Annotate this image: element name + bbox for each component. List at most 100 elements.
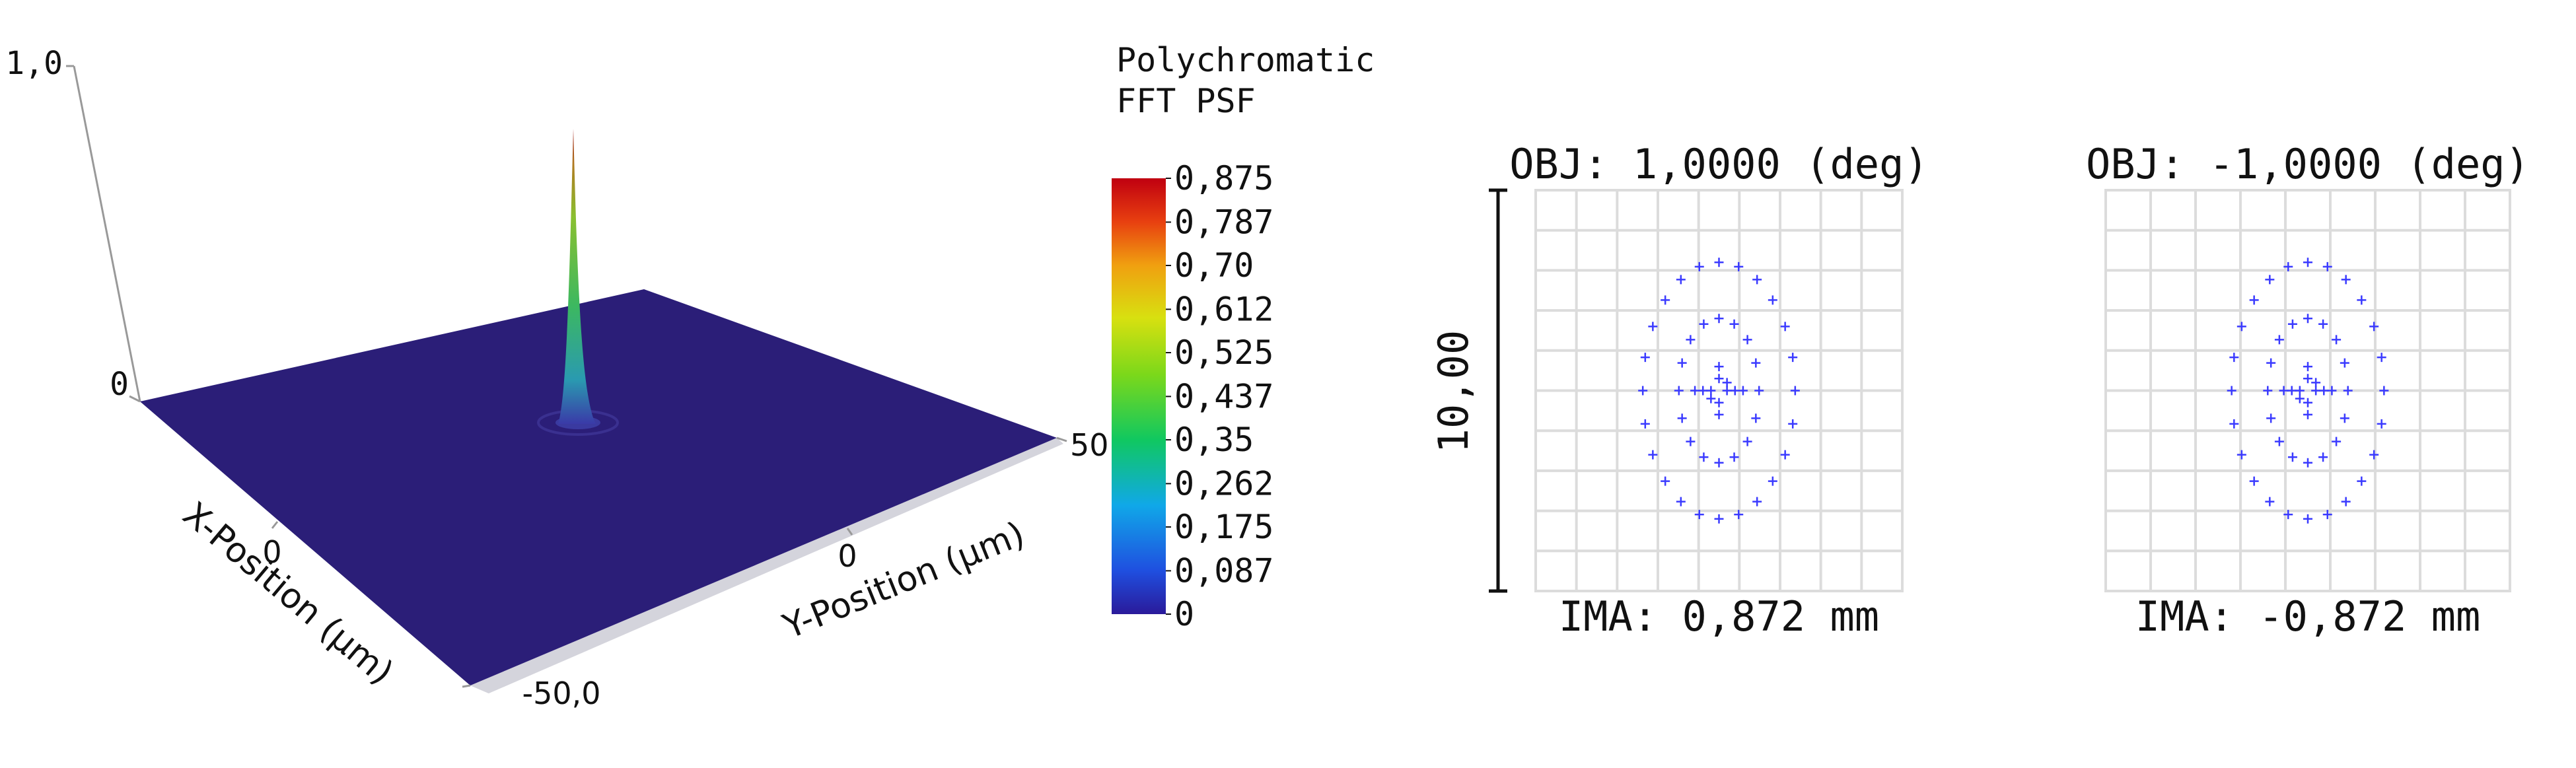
x-tick-label: -50,0 — [522, 676, 600, 711]
spot-point — [1738, 386, 1748, 396]
spot-point — [2287, 386, 2297, 396]
colorbar-tick-label: 0,35 — [1174, 421, 1254, 459]
colorbar-tick-label: 0,875 — [1174, 159, 1274, 197]
spot-point — [2263, 386, 2273, 396]
spot-point — [1780, 450, 1790, 460]
spot-point — [2340, 358, 2349, 368]
spot-point — [2229, 419, 2239, 429]
colorbar-tick-label: 0,262 — [1174, 464, 1274, 503]
spot-point — [1734, 262, 1744, 271]
spot-point — [1729, 319, 1739, 329]
spot-point — [2318, 319, 2328, 329]
spot-point — [1648, 450, 1658, 460]
spot-point — [2303, 409, 2312, 419]
spot-point — [2265, 497, 2275, 506]
colorbar-tick-label: 0,175 — [1174, 508, 1274, 546]
colorbar-title: FFT PSF — [1116, 82, 1256, 120]
spot-point — [2236, 322, 2246, 332]
spot-point — [2303, 314, 2312, 324]
spot-point — [2379, 386, 2389, 396]
spot-point — [2327, 386, 2337, 396]
spot-point — [2377, 419, 2386, 429]
z-tick — [129, 395, 141, 403]
spot-point — [1661, 476, 1670, 486]
spot-point — [2283, 510, 2293, 520]
spot-point — [2369, 322, 2379, 332]
spot-point — [1699, 319, 1709, 329]
spot-point — [1640, 419, 1650, 429]
spot-point — [2274, 436, 2284, 446]
x-tick-label: 0 — [262, 534, 281, 570]
spot-point — [2341, 275, 2351, 285]
spot-point — [1648, 322, 1658, 332]
spot-point — [2303, 374, 2312, 384]
spot-point — [1742, 335, 1752, 345]
spot-point — [2287, 452, 2297, 462]
spot-point — [1674, 386, 1684, 396]
colorbar-tick-label: 0,437 — [1174, 377, 1274, 415]
spot-point — [2279, 386, 2289, 396]
spot-point — [1714, 362, 1724, 372]
spot-point — [1714, 409, 1724, 419]
spot-point — [1706, 394, 1716, 403]
spot-diagrams: 10,00 OBJ: 1,0000 (deg)IMA: 0,872 mm OBJ:… — [1429, 140, 2530, 641]
y-tick-label: 0 — [838, 538, 857, 574]
spot-point — [1676, 275, 1686, 285]
spot-point — [1714, 514, 1724, 524]
z-tick-label: 0 — [110, 366, 129, 403]
spot-point — [2318, 452, 2328, 462]
spot-point — [1714, 398, 1724, 407]
spot-point — [1699, 452, 1709, 462]
spot-point — [1677, 358, 1687, 368]
spot-point — [2311, 386, 2321, 396]
spot-point — [1640, 353, 1650, 363]
spot-point — [1742, 436, 1752, 446]
spot-point — [1661, 295, 1670, 305]
spot-point — [1686, 335, 1696, 345]
spot-point — [2227, 386, 2236, 396]
spot-point — [1730, 386, 1740, 396]
x-tick — [271, 521, 279, 529]
spot-point — [1788, 419, 1798, 429]
spot-point — [2295, 386, 2305, 396]
spot-point — [1714, 314, 1724, 324]
psf-plane — [140, 289, 1057, 685]
spot-point — [2322, 510, 2332, 520]
spot-diagram: OBJ: 1,0000 (deg) IMA: 0,872 mm — [1509, 140, 1929, 641]
spot-point — [1768, 295, 1777, 305]
spot-point — [2332, 335, 2342, 345]
z-axis-line — [73, 65, 141, 402]
spot-point — [2303, 458, 2312, 468]
y-tick — [846, 528, 853, 536]
spot-point — [2303, 398, 2312, 407]
spot-point — [1751, 413, 1761, 423]
spot-diagram: OBJ: -1,0000 (deg) IMA: -0,872 mm — [2086, 140, 2530, 641]
spot-point — [2343, 386, 2353, 396]
spot-point — [1694, 262, 1704, 271]
psf-peak — [558, 129, 596, 424]
spot-image-label: IMA: -0,872 mm — [2135, 592, 2481, 641]
colorbar-tick-label: 0,525 — [1174, 333, 1274, 372]
spot-point — [2319, 386, 2329, 396]
spot-point — [2265, 275, 2275, 285]
spot-point — [1698, 386, 1708, 396]
spot-point — [2377, 353, 2386, 363]
spot-point — [2340, 413, 2349, 423]
spot-point — [2303, 258, 2312, 267]
psf-surface-plot: 1,0 0 0 -50,0 X-Position (µm) 0 50 Y-Pos… — [5, 45, 1108, 711]
spot-point — [1677, 413, 1687, 423]
spot-point — [2341, 497, 2351, 506]
spot-point — [1734, 510, 1744, 520]
spot-point — [2332, 436, 2342, 446]
colorbar-tick-label: 0,70 — [1174, 246, 1254, 285]
spot-field-label: OBJ: -1,0000 (deg) — [2086, 140, 2530, 188]
spot-point — [1714, 258, 1724, 267]
spot-point — [2283, 262, 2293, 271]
z-tick-label: 1,0 — [5, 45, 63, 82]
spot-point — [2266, 358, 2276, 368]
spot-point — [1686, 436, 1696, 446]
spot-point — [1788, 353, 1798, 363]
scale-bar-label: 10,00 — [1429, 330, 1478, 454]
